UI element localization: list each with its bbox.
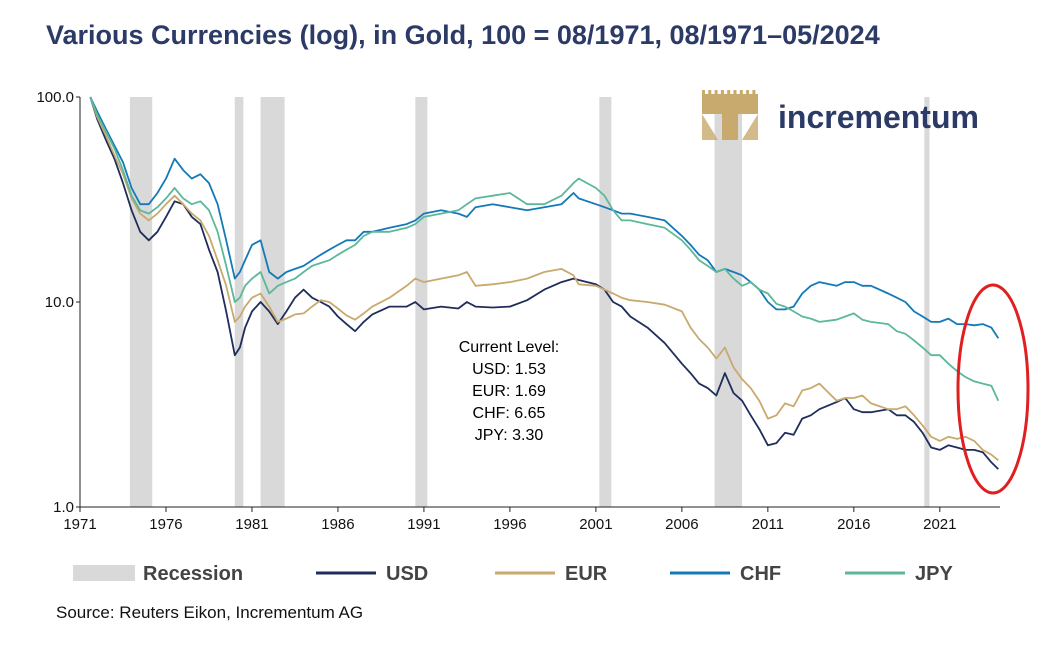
recession-band-6 xyxy=(924,97,930,507)
x-tick-label: 2011 xyxy=(752,516,784,533)
annotation-heading: Current Level: xyxy=(459,339,560,356)
logo-wordmark: incrementum xyxy=(778,99,979,135)
x-tick-label: 1976 xyxy=(149,516,182,533)
recession-bands xyxy=(129,97,930,507)
logo-trunk xyxy=(722,114,738,140)
legend-label-chf: CHF xyxy=(740,563,781,585)
x-tick-label: 2006 xyxy=(665,516,698,533)
tree-logo-icon xyxy=(702,90,758,140)
logo-branch xyxy=(752,90,756,98)
x-tick-label: 2001 xyxy=(579,516,612,533)
x-tick-label: 1996 xyxy=(493,516,526,533)
y-tick-label: 1.0 xyxy=(53,499,74,516)
logo-crown xyxy=(702,94,758,114)
recession-band-3 xyxy=(415,97,428,507)
legend-label-usd: USD xyxy=(386,563,428,585)
legend: Recession USD EUR CHF JPY xyxy=(73,563,953,585)
y-tick-label: 100.0 xyxy=(36,89,74,106)
x-tick-label: 1981 xyxy=(235,516,268,533)
series-lines xyxy=(89,96,1000,470)
annotation-jpy: JPY: 3.30 xyxy=(475,427,544,444)
series-line-usd xyxy=(89,96,999,470)
legend-label-eur: EUR xyxy=(565,563,608,585)
recession-band-4 xyxy=(599,97,612,507)
logo-branch xyxy=(714,90,718,98)
recession-band-1 xyxy=(234,97,244,507)
annotation-eur: EUR: 1.69 xyxy=(472,383,546,400)
axes: 1.0 10.0 100.0 1971 1976 1981 1986 1991 1996 2001… xyxy=(36,89,1000,533)
series-line-eur xyxy=(89,96,999,461)
x-tick-label: 2016 xyxy=(837,516,870,533)
recession-band-0 xyxy=(129,97,153,507)
legend-label-jpy: JPY xyxy=(915,563,953,585)
logo-branch xyxy=(733,90,737,98)
logo-root-left xyxy=(702,114,718,140)
x-tick-label: 1986 xyxy=(321,516,354,533)
current-level-annotation: Current Level: USD: 1.53 EUR: 1.69 CHF: … xyxy=(459,339,560,444)
x-tick-label: 2021 xyxy=(923,516,956,533)
x-tick-label: 1971 xyxy=(63,516,96,533)
chart-title: Various Currencies (log), in Gold, 100 =… xyxy=(46,20,880,50)
logo-branch xyxy=(720,90,724,98)
logo-branch xyxy=(739,90,743,98)
source-note: Source: Reuters Eikon, Incrementum AG xyxy=(56,603,364,622)
highlight-ellipse xyxy=(956,283,1030,495)
annotation-usd: USD: 1.53 xyxy=(472,361,546,378)
y-tick-label: 10.0 xyxy=(45,294,74,311)
logo-root-right xyxy=(742,114,758,140)
incrementum-logo: incrementum xyxy=(702,90,979,140)
x-tick-label: 1991 xyxy=(407,516,440,533)
logo-branch xyxy=(727,90,731,98)
logo-branch xyxy=(708,90,712,98)
legend-label-recession: Recession xyxy=(143,563,243,585)
logo-branch xyxy=(746,90,750,98)
series-line-jpy xyxy=(89,96,1000,402)
series-line-chf xyxy=(89,96,1000,339)
recession-band-2 xyxy=(260,97,285,507)
recession-band-5 xyxy=(714,97,743,507)
logo-branch xyxy=(702,90,705,98)
annotation-chf: CHF: 6.65 xyxy=(473,405,546,422)
legend-swatch-recession xyxy=(73,565,135,581)
